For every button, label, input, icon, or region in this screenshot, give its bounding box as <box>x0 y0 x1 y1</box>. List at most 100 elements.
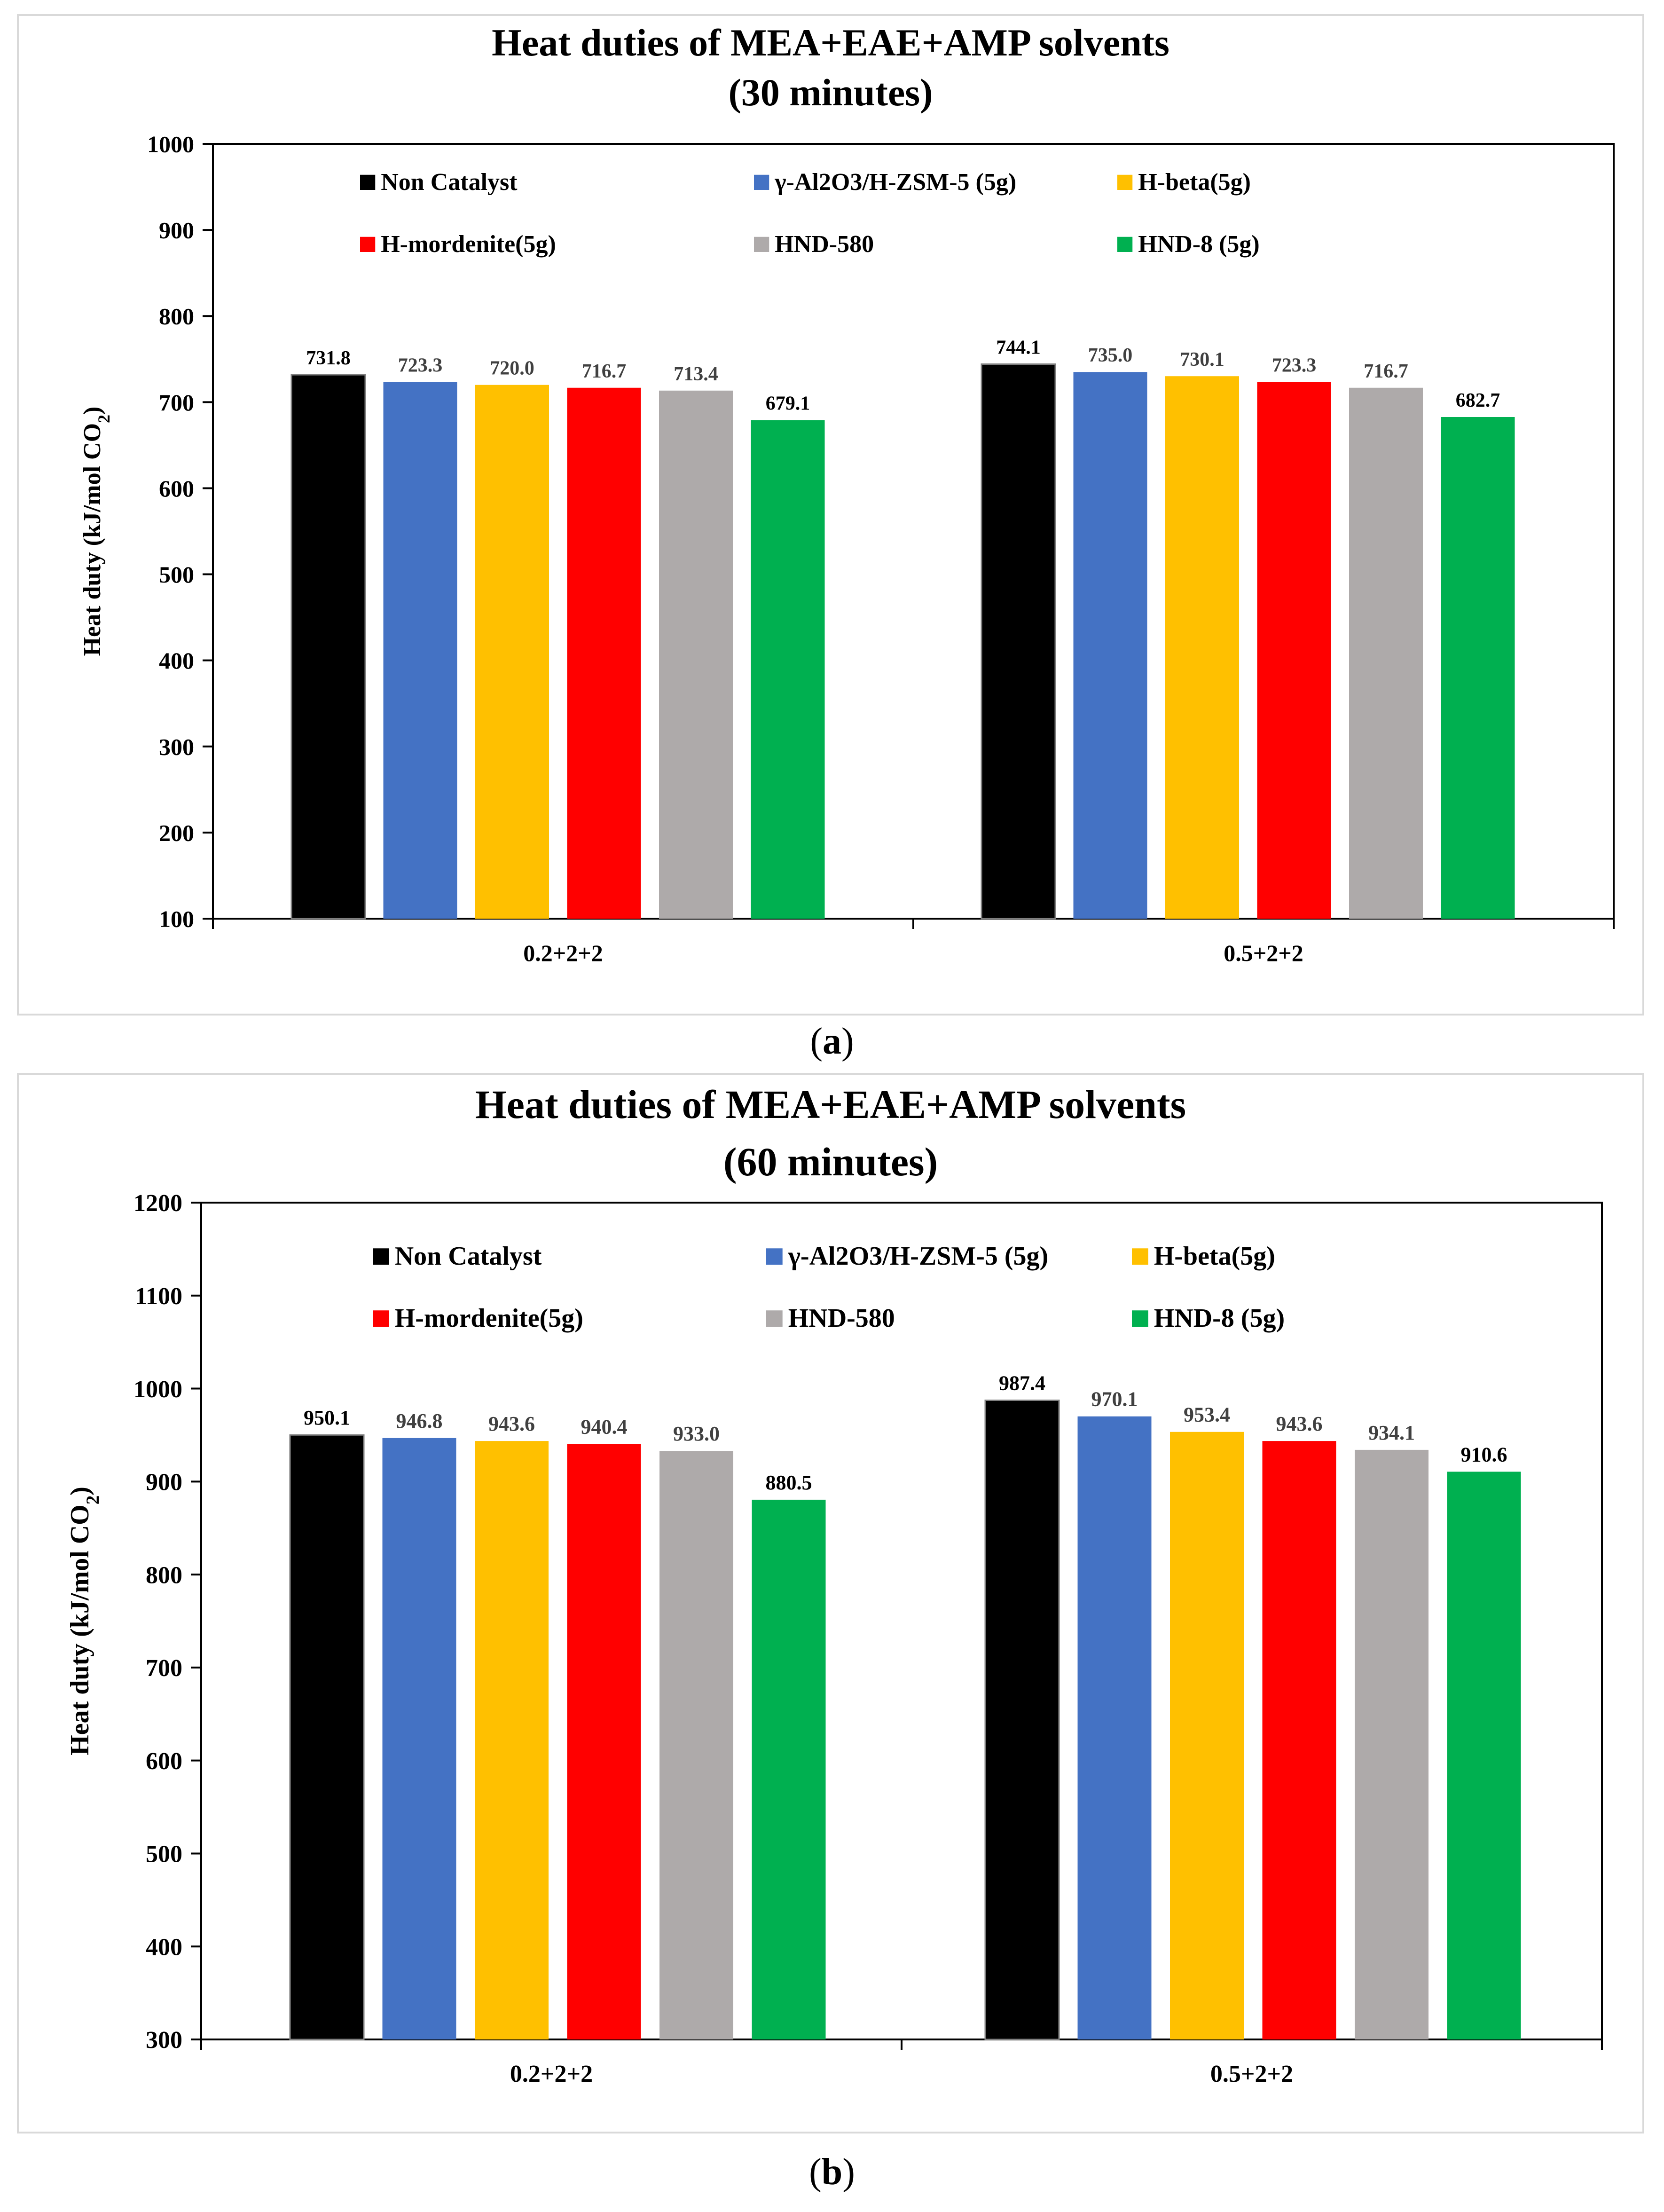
y-tick-label: 1000 <box>133 1376 182 1403</box>
chart-title: Heat duties of MEA+EAE+AMP solvents <box>492 21 1170 64</box>
legend-swatch <box>1132 1310 1148 1327</box>
legend-label: H-mordenite(5g) <box>395 1304 583 1333</box>
data-label: 950.1 <box>304 1406 350 1429</box>
data-label: 970.1 <box>1091 1388 1138 1411</box>
y-axis-label: Heat duty (kJ/mol CO2) <box>65 1487 103 1755</box>
bar <box>659 1451 733 2039</box>
data-label: 943.6 <box>488 1412 535 1435</box>
data-label: 946.8 <box>396 1409 443 1433</box>
y-tick-label: 400 <box>146 1934 182 1960</box>
data-label: 910.6 <box>1461 1443 1507 1466</box>
bar <box>981 363 1056 920</box>
bar <box>290 374 366 920</box>
y-tick-label: 700 <box>146 1655 182 1682</box>
bar <box>567 1444 641 2039</box>
data-label: 723.3 <box>398 355 443 377</box>
legend-label: H-mordenite(5g) <box>381 231 556 258</box>
bar <box>475 385 549 919</box>
data-label: 943.6 <box>1276 1412 1323 1435</box>
data-label: 720.0 <box>490 358 534 379</box>
caption-letter: a <box>823 1021 841 1062</box>
bar <box>1441 417 1515 919</box>
legend-swatch <box>360 236 376 252</box>
chart-subtitle: (60 minutes) <box>723 1139 938 1184</box>
y-tick-label: 400 <box>159 647 194 674</box>
y-tick-label: 800 <box>159 303 194 330</box>
legend-label: H-beta(5g) <box>1138 169 1251 196</box>
data-label: 713.4 <box>674 363 718 385</box>
legend-label: HND-580 <box>775 231 874 258</box>
bar <box>752 1499 826 2039</box>
legend-swatch <box>373 1248 389 1265</box>
x-category-label: 0.2+2+2 <box>510 2061 593 2087</box>
bar <box>1165 376 1239 919</box>
bar <box>289 1434 365 2040</box>
legend-swatch <box>1117 174 1133 190</box>
bar <box>475 1441 549 2039</box>
y-tick-label: 500 <box>146 1841 182 1868</box>
chart-title: Heat duties of MEA+EAE+AMP solvents <box>475 1082 1186 1127</box>
bar <box>1170 1432 1244 2039</box>
legend-label: γ-Al2O3/H-ZSM-5 (5g) <box>788 1242 1048 1271</box>
data-label: 987.4 <box>999 1371 1045 1394</box>
bar <box>751 420 825 919</box>
bar <box>1073 372 1147 919</box>
legend-swatch <box>373 1310 389 1327</box>
y-tick-label: 800 <box>146 1562 182 1589</box>
legend-swatch <box>754 236 769 252</box>
y-tick-label: 900 <box>159 217 194 244</box>
legend-label: H-beta(5g) <box>1154 1242 1275 1271</box>
heat-duty-chart-60min: Heat duties of MEA+EAE+AMP solvents (60 m… <box>65 1082 1603 2087</box>
y-tick-label: 1200 <box>133 1190 182 1217</box>
legend-label: γ-Al2O3/H-ZSM-5 (5g) <box>774 169 1016 196</box>
y-tick-label: 300 <box>146 2027 182 2054</box>
legend-label: Non Catalyst <box>381 169 518 196</box>
y-tick-label: 200 <box>159 819 194 846</box>
bar <box>1447 1472 1521 2039</box>
y-tick-label: 600 <box>146 1748 182 1775</box>
bar <box>383 382 457 919</box>
legend-swatch <box>360 174 376 190</box>
data-label: 953.4 <box>1184 1403 1230 1426</box>
data-label: 940.4 <box>581 1415 628 1438</box>
data-label: 880.5 <box>766 1471 812 1494</box>
legend-swatch <box>766 1310 783 1327</box>
data-label: 933.0 <box>673 1422 720 1445</box>
legend-label: Non Catalyst <box>395 1242 542 1271</box>
y-tick-label: 500 <box>159 561 194 588</box>
data-label: 716.7 <box>1364 361 1408 382</box>
panel-caption-a: (a) <box>810 1021 854 1062</box>
y-tick-label: 700 <box>159 389 194 416</box>
bar <box>1349 387 1423 919</box>
bar <box>1262 1441 1336 2039</box>
legend-swatch <box>766 1248 783 1265</box>
panel-caption-b: (b) <box>809 2151 855 2193</box>
chart-panel-b: Heat duties of MEA+EAE+AMP solvents (60 m… <box>17 1073 1644 2133</box>
data-label: 934.1 <box>1368 1421 1415 1444</box>
y-axis-label: Heat duty (kJ/mol CO2) <box>79 407 113 656</box>
data-label: 716.7 <box>582 361 627 382</box>
chart-subtitle: (30 minutes) <box>728 71 933 114</box>
bar <box>567 387 641 919</box>
y-tick-label: 1000 <box>147 131 194 157</box>
legend-label: HND-580 <box>788 1304 895 1333</box>
legend-label: HND-8 (5g) <box>1154 1304 1285 1333</box>
data-label: 679.1 <box>766 393 810 415</box>
x-category-label: 0.5+2+2 <box>1224 940 1303 966</box>
x-category-label: 0.2+2+2 <box>523 940 603 966</box>
x-category-label: 0.5+2+2 <box>1210 2061 1293 2087</box>
legend-swatch <box>1117 236 1133 252</box>
y-tick-label: 100 <box>159 906 194 932</box>
legend-label: HND-8 (5g) <box>1138 231 1260 258</box>
data-label: 735.0 <box>1088 345 1133 366</box>
data-label: 731.8 <box>306 347 351 369</box>
bar <box>1257 382 1331 919</box>
heat-duty-chart-30min: Heat duties of MEA+EAE+AMP solvents (30 m… <box>79 21 1615 966</box>
y-tick-label: 600 <box>159 475 194 502</box>
data-label: 723.3 <box>1272 355 1317 377</box>
y-tick-label: 900 <box>146 1469 182 1496</box>
bar <box>984 1399 1060 2040</box>
bar <box>1355 1449 1429 2039</box>
data-label: 744.1 <box>996 337 1041 359</box>
y-tick-label: 300 <box>159 733 194 760</box>
